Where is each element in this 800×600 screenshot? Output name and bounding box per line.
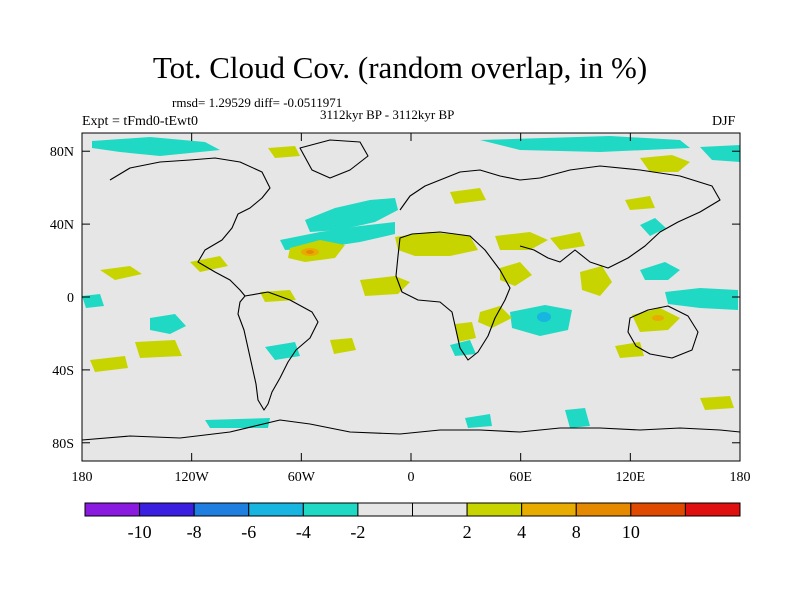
south-america-coast <box>237 291 319 411</box>
colorbar-swatch <box>193 502 250 517</box>
x-tick-label: 60E <box>509 470 532 485</box>
colorbar-label: -8 <box>187 522 202 542</box>
atlantic-positive-core-2 <box>306 250 314 254</box>
colorbar-swatch <box>630 502 686 517</box>
colorbar-swatch <box>302 502 359 517</box>
asia-coast <box>519 165 721 269</box>
south-pacific-positive <box>90 356 128 372</box>
se-asia-positive <box>580 266 612 296</box>
colorbar-swatch <box>248 502 304 517</box>
europe-positive <box>450 188 486 204</box>
north-pacific-positive <box>625 196 655 210</box>
colorbar-swatch <box>466 502 523 517</box>
colorbar-label: -4 <box>296 522 311 542</box>
colorbar-label: -6 <box>241 522 256 542</box>
period-label: 3112kyr BP - 3112kyr BP <box>320 107 455 122</box>
middle-east-positive <box>495 232 548 250</box>
colorbar-label: 4 <box>517 522 526 542</box>
arctic-negative-region <box>92 137 220 156</box>
sahara-positive <box>395 232 478 256</box>
tropical-negative <box>450 340 476 356</box>
colorbar-swatch <box>84 502 141 517</box>
east-pacific-negative <box>82 294 104 308</box>
colorbar-label: 10 <box>622 522 640 542</box>
north-america-positive <box>190 256 228 272</box>
madagascar-positive <box>455 322 476 342</box>
colorbar-label: 2 <box>463 522 472 542</box>
southern-ocean-positive <box>700 396 734 410</box>
x-tick-label: 120E <box>616 470 646 485</box>
colorbar-swatch <box>412 502 468 517</box>
colorbar-label: -2 <box>350 522 365 542</box>
colorbar-swatch <box>357 502 413 517</box>
stats-line: rmsd= 1.29529 diff= -0.0511971 <box>172 95 343 110</box>
south-pacific-negative <box>150 314 186 334</box>
south-atlantic-negative <box>265 342 300 360</box>
x-tick-label: 180 <box>730 470 751 485</box>
y-tick-label: 80S <box>52 437 74 452</box>
africa-coast <box>395 231 511 361</box>
season-label: DJF <box>712 114 736 129</box>
southern-ocean-negative <box>565 408 590 428</box>
australia-coast <box>627 305 699 359</box>
x-tick-label: 120W <box>175 470 210 485</box>
y-axis-ticks: 80N 40N 0 40S 80S <box>50 145 740 452</box>
colorbar-label: -10 <box>128 522 152 542</box>
colorbar: -10 -8 -6 -4 -2 2 4 8 10 <box>84 502 741 542</box>
arctic-negative-region <box>480 136 690 152</box>
colorbar-swatch <box>575 502 632 517</box>
x-axis-ticks: 180 120W 60W 0 60E 120E 180 <box>72 133 751 485</box>
y-tick-label: 80N <box>50 145 74 160</box>
colorbar-swatch <box>139 502 195 517</box>
europe-coast <box>399 169 541 211</box>
greenland-coast <box>299 139 369 179</box>
colorbar-swatch <box>521 502 577 517</box>
experiment-label: Expt = tFmd0-tEwt0 <box>82 114 199 129</box>
pacific-negative <box>640 262 680 280</box>
anomaly-layer <box>82 136 740 441</box>
greenland-positive-region <box>268 146 300 158</box>
x-tick-label: 180 <box>72 470 93 485</box>
atlantic-eq-positive <box>100 266 142 280</box>
asia-negative <box>640 218 666 236</box>
indian-ocean-negative-core <box>537 312 551 322</box>
y-tick-label: 40S <box>52 364 74 379</box>
north-atlantic-negative <box>305 198 398 232</box>
arabia-positive <box>500 262 532 286</box>
antarctica-coast <box>82 419 740 441</box>
y-tick-label: 40N <box>50 218 74 233</box>
south-pacific-positive <box>135 340 182 358</box>
coastlines <box>82 139 740 441</box>
arctic-positive-region <box>640 155 690 172</box>
india-positive <box>550 232 585 250</box>
colorbar-label: 8 <box>572 522 581 542</box>
x-tick-label: 60W <box>288 470 316 485</box>
x-tick-label: 0 <box>408 470 415 485</box>
y-tick-label: 0 <box>67 291 74 306</box>
pacific-negative <box>665 288 738 310</box>
southern-ocean-negative <box>465 414 492 428</box>
australia-positive-core <box>652 315 664 321</box>
arctic-negative-region <box>700 145 740 162</box>
southern-ocean-negative <box>205 418 270 428</box>
plot-title: Tot. Cloud Cov. (random overlap, in %) <box>152 50 648 85</box>
north-america-coast <box>109 157 271 297</box>
south-atlantic-positive <box>330 338 356 354</box>
colorbar-swatch <box>684 502 741 517</box>
